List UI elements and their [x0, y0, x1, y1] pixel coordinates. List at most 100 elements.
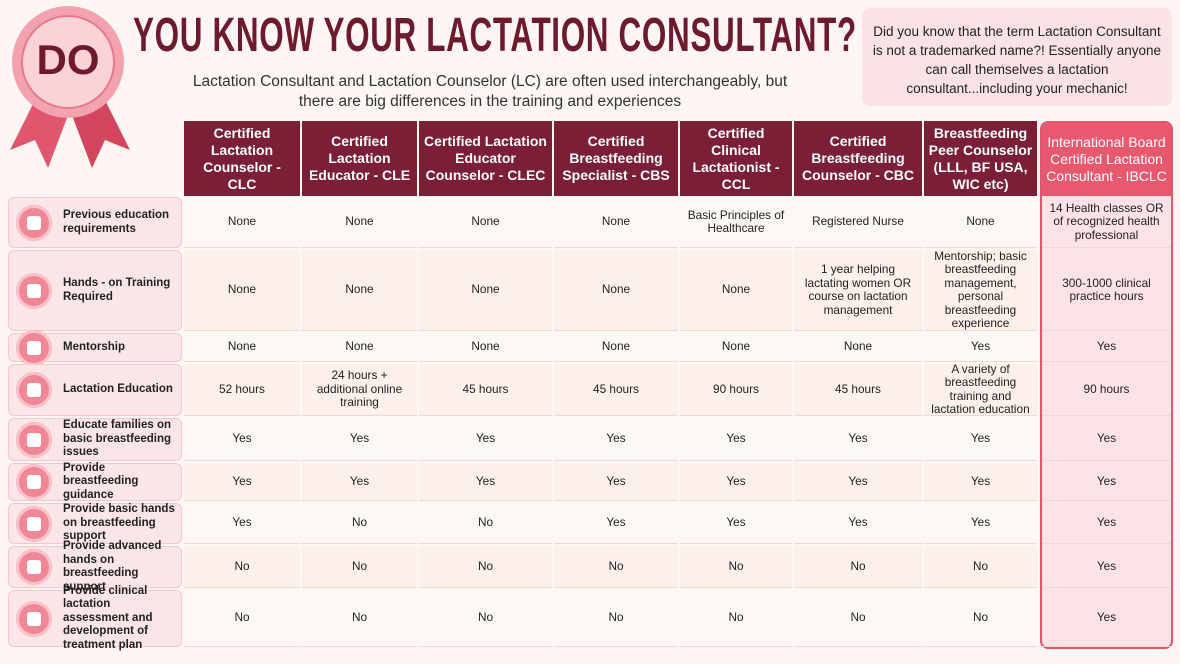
table-cell: 1 year helping lactating women OR course… — [794, 250, 922, 331]
table-cell: Yes — [680, 418, 792, 461]
row-label: Educate families on basic breastfeeding … — [8, 418, 182, 461]
table-cell: None — [184, 197, 300, 248]
table-cell: No — [924, 590, 1037, 647]
column-header: International Board Certified Lactation … — [1042, 123, 1171, 196]
table-cell: Yes — [924, 503, 1037, 544]
table-cell: Yes — [184, 418, 300, 461]
row-label: Provide advanced hands on breastfeeding … — [8, 540, 182, 593]
table-cell: 300-1000 clinical practice hours — [1042, 250, 1171, 331]
table-cell: No — [924, 546, 1037, 588]
row-label: Provide basic hands on breastfeeding sup… — [8, 503, 182, 544]
row-label: Mentorship — [8, 329, 182, 366]
table-cell: 45 hours — [554, 364, 678, 416]
table-cell: No — [184, 590, 300, 647]
table-cell: None — [419, 197, 552, 248]
row-icon — [16, 372, 52, 408]
subtitle: Lactation Consultant and Lactation Couns… — [192, 73, 788, 110]
badge-ribbon — [10, 6, 130, 168]
table-cell: No — [302, 590, 417, 647]
table-cell: A variety of breastfeeding training and … — [924, 362, 1037, 416]
table-cell: Yes — [794, 503, 922, 544]
table-cell: Yes — [1042, 463, 1171, 501]
row-label: Provide clinical lactation assessment an… — [8, 585, 182, 651]
table-cell: No — [680, 546, 792, 588]
column-header: Certified Breastfeeding Specialist - CBS — [554, 121, 678, 196]
table-cell: Yes — [680, 503, 792, 544]
row-icon — [16, 421, 52, 458]
table-cell: None — [554, 250, 678, 331]
table-cell: 90 hours — [1042, 364, 1171, 416]
table-cell: None — [419, 250, 552, 331]
column-header: Certified Lactation Educator Counselor -… — [419, 121, 552, 196]
table-cell: Yes — [924, 418, 1037, 461]
table-cell: Yes — [1042, 333, 1171, 362]
table-cell: None — [302, 250, 417, 331]
table-cell: Yes — [184, 463, 300, 501]
table-cell: Yes — [419, 463, 552, 501]
table-cell: 24 hours + additional online training — [302, 364, 417, 416]
table-cell: None — [184, 333, 300, 362]
table-cell: None — [302, 197, 417, 248]
table-cell: No — [419, 590, 552, 647]
row-icon — [16, 329, 52, 366]
table-cell: Yes — [184, 503, 300, 544]
table-cell: Yes — [554, 503, 678, 544]
table-cell: Mentorship; basic breastfeeding manageme… — [924, 249, 1037, 331]
table-cell: None — [302, 333, 417, 362]
table-cell: 45 hours — [419, 364, 552, 416]
table-cell: No — [419, 503, 552, 544]
table-cell: No — [419, 546, 552, 588]
table-cell: None — [680, 250, 792, 331]
table-cell: No — [554, 590, 678, 647]
table-cell: Yes — [554, 418, 678, 461]
row-icon — [16, 549, 52, 585]
row-icon — [16, 204, 52, 241]
table-cell: None — [794, 333, 922, 362]
highlight-column — [1040, 121, 1173, 649]
table-cell: Yes — [924, 333, 1037, 362]
table-cell: 90 hours — [680, 364, 792, 416]
column-header: Certified Lactation Counselor - CLC — [184, 121, 300, 196]
table-cell: Yes — [302, 418, 417, 461]
table-cell: None — [554, 197, 678, 248]
table-cell: No — [554, 546, 678, 588]
table-cell: 14 Health classes OR of recognized healt… — [1042, 197, 1171, 248]
table-cell: Yes — [419, 418, 552, 461]
table-cell: No — [794, 546, 922, 588]
column-header: Certified Breastfeeding Counselor - CBC — [794, 121, 922, 196]
table-cell: Yes — [1042, 503, 1171, 544]
table-cell: 52 hours — [184, 364, 300, 416]
table-cell: 45 hours — [794, 364, 922, 416]
note: Did you know that the term Lactation Con… — [862, 8, 1172, 106]
title: YOU KNOW YOUR LACTATION CONSULTANT? — [133, 9, 857, 62]
row-label: Hands - on Training Required — [8, 250, 182, 331]
row-label: Previous education requirements — [8, 197, 182, 248]
table-cell: Yes — [1042, 546, 1171, 588]
table-cell: Yes — [302, 463, 417, 501]
table-cell: Yes — [1042, 590, 1171, 647]
table-cell: Yes — [794, 418, 922, 461]
row-icon — [16, 464, 52, 500]
column-header: Certified Lactation Educator - CLE — [302, 121, 417, 196]
table-cell: Registered Nurse — [794, 197, 922, 248]
table-cell: Yes — [924, 463, 1037, 501]
row-icon — [16, 600, 52, 637]
table-cell: No — [680, 590, 792, 647]
table-cell: No — [184, 546, 300, 588]
table-cell: None — [924, 197, 1037, 248]
column-header: Certified Clinical Lactationist - CCL — [680, 121, 792, 196]
table-cell: No — [302, 503, 417, 544]
table-cell: None — [680, 333, 792, 362]
badge-text: DO — [36, 36, 100, 83]
table-cell: Yes — [794, 463, 922, 501]
column-header: Breastfeeding Peer Counselor (LLL, BF US… — [924, 121, 1037, 196]
row-icon — [16, 505, 52, 542]
table-cell: None — [184, 250, 300, 331]
table-cell: Basic Principles of Healthcare — [680, 197, 792, 248]
row-icon — [16, 272, 52, 309]
row-label: Provide breastfeeding guidance — [8, 462, 182, 501]
row-label: Lactation Education — [8, 364, 182, 416]
table-cell: None — [419, 333, 552, 362]
table-cell: Yes — [554, 463, 678, 501]
